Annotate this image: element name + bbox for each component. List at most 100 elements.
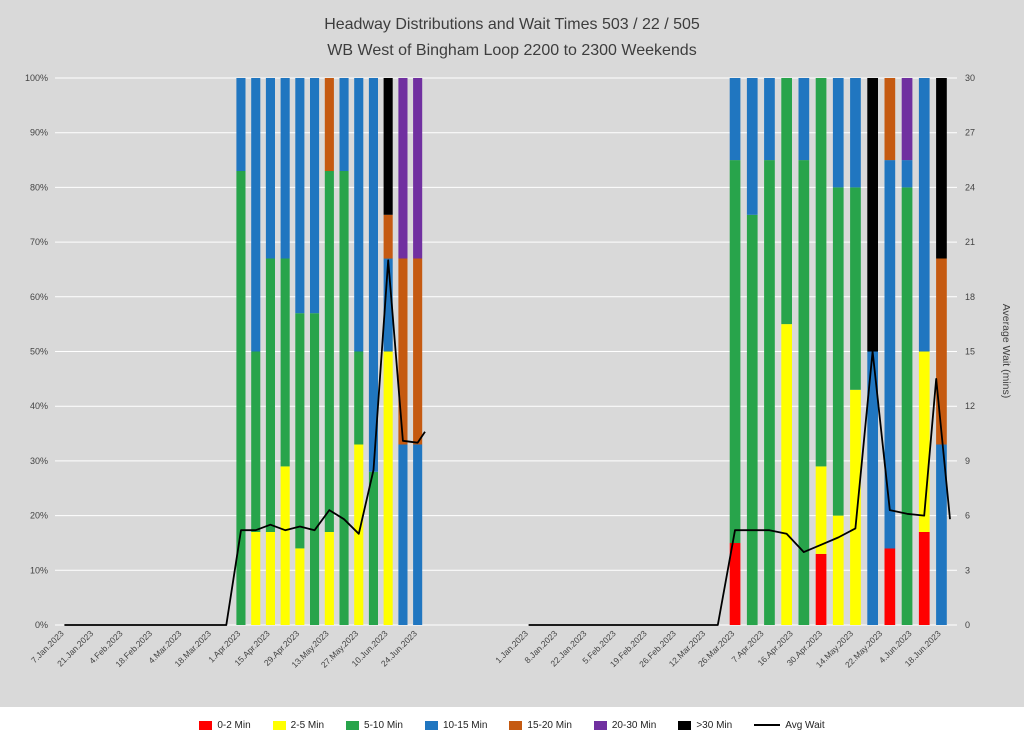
bar-segment-green [354, 351, 364, 445]
y-axis-left-tick-label: 60% [30, 292, 48, 302]
bar-segment-green [764, 160, 775, 625]
bar-segment-green [798, 160, 810, 625]
legend-item-15-20: 15-20 Min [509, 719, 572, 731]
y-axis-left-tick-label: 40% [30, 401, 48, 411]
legend-label: 2-5 Min [290, 719, 325, 731]
bar-segment-blue [310, 78, 320, 314]
bar-segment-blue [729, 78, 741, 161]
legend-swatch-brown-icon [509, 720, 523, 730]
avg-wait-line [528, 350, 951, 626]
bar-segment-blue [251, 78, 261, 352]
bar-segment-yellow [251, 532, 261, 625]
bar-segment-blue [383, 258, 393, 352]
bar-segment-red [884, 548, 896, 625]
y-axis-right-tick-label: 21 [965, 237, 975, 247]
bar-segment-blue [867, 351, 878, 625]
bar-segment-brown [324, 78, 334, 171]
bar-segment-brown [413, 258, 423, 445]
y-axis-right-tick-label: 6 [965, 511, 970, 521]
bar-segment-blue [936, 444, 947, 625]
bar-segment-yellow [815, 466, 827, 554]
bar-segment-green [815, 78, 827, 467]
legend-label: 15-20 Min [527, 719, 572, 731]
bar-segment-brown [884, 78, 896, 161]
bar-segment-green [339, 171, 349, 625]
bar-segment-blue [236, 78, 246, 171]
bar-segment-black [383, 78, 393, 215]
bar-segment-yellow [295, 548, 305, 625]
legend: 0-2 Min 2-5 Min 5-10 Min 10-15 Min 15-20 Min… [0, 707, 1024, 743]
legend-item-2-5: 2-5 Min [272, 719, 325, 731]
y-axis-left-tick-label: 50% [30, 347, 48, 357]
y-axis-right-tick-label: 3 [965, 565, 970, 575]
y-axis-left-tick-label: 100% [25, 73, 48, 83]
bar-segment-yellow [265, 532, 275, 625]
legend-label: 0-2 Min [217, 719, 251, 731]
bar-segment-blue [850, 78, 861, 188]
y-axis-right-tick-label: 9 [965, 456, 970, 466]
legend-label: 10-15 Min [442, 719, 488, 731]
bar-segment-green [368, 471, 378, 625]
legend-label: 20-30 Min [611, 719, 657, 731]
bar-segment-blue [798, 78, 810, 161]
y-axis-left-tick-label: 80% [30, 182, 48, 192]
y-axis-left-tick-label: 10% [30, 565, 48, 575]
bar-segment-red [918, 532, 930, 625]
legend-swatch-green-icon [346, 720, 360, 730]
legend-item-20-30: 20-30 Min [593, 719, 657, 731]
legend-item-0-2: 0-2 Min [199, 719, 251, 731]
legend-item-avg-wait: Avg Wait [754, 720, 825, 731]
chart-title-line1: Headway Distributions and Wait Times 503… [324, 16, 700, 33]
avg-wait-line-icon [754, 724, 781, 726]
bar-segment-black [867, 78, 878, 352]
legend-swatch-red-icon [199, 720, 213, 730]
legend-item-10-15: 10-15 Min [424, 719, 488, 731]
bar-segment-green [781, 78, 792, 325]
bar-segment-green [901, 187, 913, 625]
bar-segment-purple [398, 78, 408, 259]
bar-segment-brown [383, 214, 393, 259]
y-axis-left-tick-label: 90% [30, 128, 48, 138]
right-axis-title: Average Wait (mins) [1000, 304, 1012, 399]
y-axis-right-tick-label: 15 [965, 347, 975, 357]
bar-segment-brown [936, 258, 947, 445]
y-axis-right-tick-label: 27 [965, 128, 975, 138]
bar-segment-blue [884, 160, 896, 549]
bar-segment-green [295, 313, 305, 549]
y-axis-right-tick-label: 18 [965, 292, 975, 302]
bar-segment-red [815, 553, 827, 625]
y-axis-left-tick-label: 20% [30, 511, 48, 521]
bar-segment-yellow [280, 466, 290, 625]
y-axis-right-tick-label: 12 [965, 401, 975, 411]
bar-segment-green [236, 171, 246, 625]
bar-segment-green [324, 171, 334, 532]
bar-segment-black [936, 78, 947, 259]
bar-segment-blue [339, 78, 349, 171]
bar-segment-blue [280, 78, 290, 259]
bar-segment-blue [354, 78, 364, 352]
bar-segment-green [280, 258, 290, 467]
bar-segment-blue [918, 78, 930, 352]
bar-segment-blue [368, 78, 378, 472]
legend-label: 5-10 Min [364, 719, 403, 731]
bar-segment-blue [295, 78, 305, 314]
y-axis-left-tick-label: 0% [35, 620, 48, 630]
y-axis-right-tick-label: 30 [965, 73, 975, 83]
y-axis-right-tick-label: 0 [965, 620, 970, 630]
bar-segment-brown [398, 258, 408, 445]
bar-segment-yellow [781, 324, 792, 625]
bar-segment-blue [265, 78, 275, 259]
legend-swatch-yellow-icon [272, 720, 286, 730]
bar-segment-yellow [383, 351, 393, 625]
bar-segment-green [729, 160, 741, 543]
y-axis-left-tick-label: 30% [30, 456, 48, 466]
bar-segment-blue [746, 78, 758, 215]
chart-title: Headway Distributions and Wait Times 503… [0, 12, 1024, 64]
chart-title-line2: WB West of Bingham Loop 2200 to 2300 Wee… [327, 42, 697, 59]
bar-segment-green [850, 187, 861, 390]
bar-segment-green [310, 313, 320, 625]
bar-segment-yellow [324, 532, 334, 625]
bar-segment-green [832, 187, 844, 516]
bar-segment-yellow [850, 389, 861, 625]
